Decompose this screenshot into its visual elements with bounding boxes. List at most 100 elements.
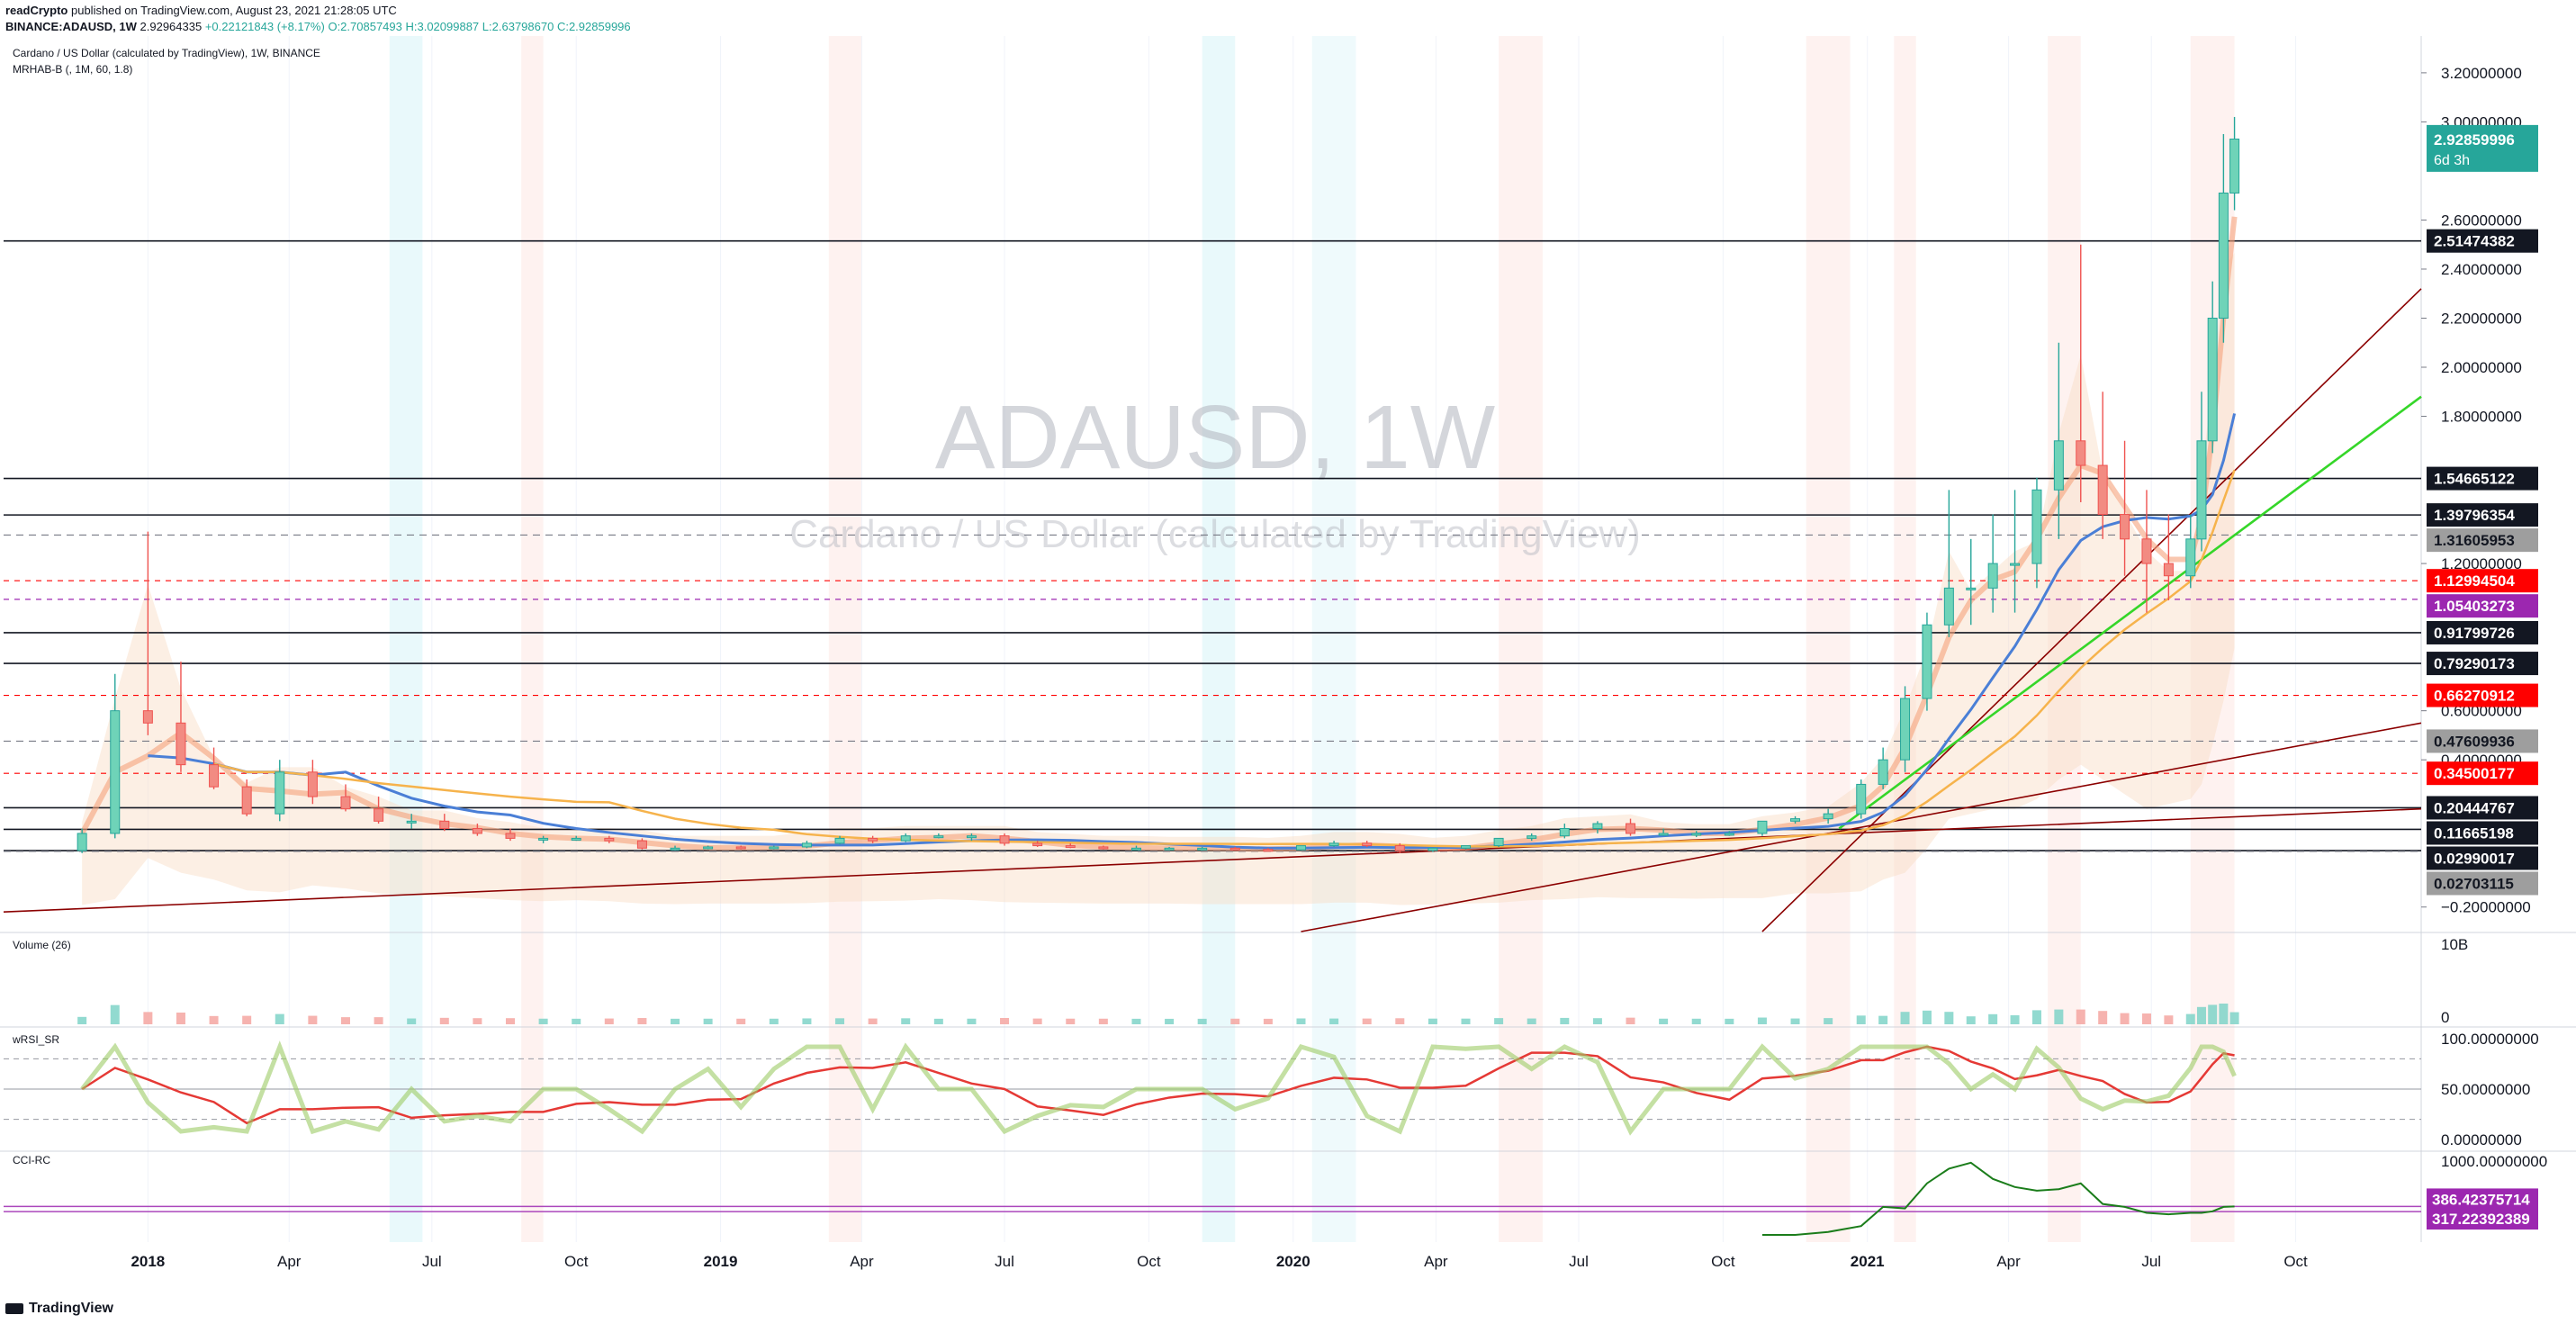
price-level-label: 1.31605953 (2434, 532, 2515, 549)
volume-bar (1197, 1018, 1207, 1024)
volume-bar (209, 1015, 219, 1024)
candle-body (439, 820, 450, 830)
volume-bar (1230, 1018, 1240, 1024)
candle-body (2207, 317, 2218, 442)
candle-body (769, 846, 779, 850)
price-level-label-box (2427, 229, 2538, 253)
candle-body (636, 840, 647, 849)
price-level-label: 0.47609936 (2434, 733, 2515, 750)
volume-bar (242, 1015, 252, 1024)
candle-body (1790, 818, 1801, 822)
candle-body (1900, 698, 1911, 761)
indicator-legend[interactable]: MRHAB-B (, 1M, 60, 1.8) (13, 63, 133, 76)
candle-body (1691, 833, 1702, 836)
price-level-label-box (2427, 683, 2538, 707)
volume-bar (2098, 1011, 2108, 1024)
tradingview-logo[interactable]: TradingView (5, 1301, 113, 1317)
y-tick-label: 1.20000000 (2441, 555, 2522, 572)
price-level-label: 1.39796354 (2434, 507, 2515, 524)
candle-body (1164, 847, 1175, 851)
candle-body (472, 828, 482, 834)
candle-body (505, 833, 516, 839)
candle-body (1987, 563, 1998, 589)
publisher-name[interactable]: readCrypto (5, 4, 68, 17)
candle-body (1724, 833, 1734, 836)
candle-body (538, 837, 549, 841)
candle-body (1065, 845, 1076, 849)
x-tick-label: Apr (1424, 1253, 1448, 1270)
candle-body (307, 771, 318, 797)
volume-bar (933, 1018, 943, 1024)
volume-bar (340, 1017, 350, 1024)
volume-axis-label: 0 (2441, 1009, 2449, 1026)
candle-body (1032, 842, 1043, 847)
candle-body (2218, 192, 2229, 319)
volume-bar (2229, 1012, 2239, 1024)
rsi-legend[interactable]: wRSI_SR (13, 1033, 60, 1046)
price-level-label-box (2427, 503, 2538, 527)
cci-axis-label: 1000.00000000 (2441, 1153, 2547, 1170)
volume-bar (1066, 1018, 1076, 1024)
candle-body (1295, 845, 1306, 851)
x-tick-label: 2018 (131, 1253, 165, 1270)
trend-line (1301, 722, 2422, 932)
candle-body (670, 847, 680, 851)
price-level-label: 1.05403273 (2434, 598, 2515, 615)
session-band (1311, 36, 1356, 1242)
session-band (389, 36, 423, 1242)
candle-body (2076, 440, 2086, 466)
price-level-label: 0.79290173 (2434, 655, 2515, 672)
volume-bar (505, 1018, 515, 1024)
rsi-line (81, 1045, 2235, 1125)
candle-body (2229, 138, 2240, 194)
x-tick-label: Jul (2141, 1253, 2161, 1270)
session-band (1894, 36, 1916, 1242)
tradingview-brand: TradingView (29, 1301, 113, 1316)
price-level-label: 0.02703115 (2434, 875, 2514, 892)
volume-bar (1824, 1018, 1833, 1024)
volume-bar (1659, 1018, 1669, 1024)
ohlc-low: L:2.63798670 (482, 20, 554, 33)
price-level-label-box (2427, 652, 2538, 676)
y-tick-label: 2.20000000 (2441, 310, 2522, 327)
candle-body (1263, 849, 1274, 852)
slow-ma-line (213, 469, 2236, 848)
candle-body (1626, 823, 1636, 834)
candle-body (933, 835, 944, 839)
volume-bar (308, 1015, 318, 1024)
instrument-legend[interactable]: Cardano / US Dollar (calculated by Tradi… (13, 47, 320, 59)
candle-body (1658, 833, 1669, 836)
candle-body (340, 796, 351, 810)
volume-bar (143, 1012, 153, 1024)
volume-bar (901, 1018, 911, 1024)
y-tick-label: 2.40000000 (2441, 261, 2522, 278)
volume-bar (1626, 1017, 1635, 1024)
volume-bar (2010, 1015, 2020, 1024)
volume-bar (2141, 1013, 2151, 1024)
candle-body (1856, 783, 1867, 815)
volume-bar (374, 1017, 383, 1024)
candle-body (1493, 837, 1504, 847)
price-level-label: 0.34500177 (2434, 765, 2515, 782)
candle-body (801, 842, 812, 848)
volume-bar (77, 1016, 87, 1024)
volume-bar (604, 1018, 614, 1024)
volume-bar (1527, 1018, 1536, 1024)
mid-ma-line (148, 413, 2237, 850)
volume-bar (538, 1018, 548, 1024)
volume-legend[interactable]: Volume (26) (13, 939, 71, 951)
x-tick-label: 2021 (1851, 1253, 1885, 1270)
price-level-label-box (2427, 528, 2538, 553)
volume-bar (1592, 1018, 1602, 1024)
candle-body (1823, 813, 1833, 820)
volume-bar (1461, 1018, 1471, 1024)
candle-body (1394, 845, 1405, 851)
cci-legend[interactable]: CCI-RC (13, 1154, 50, 1166)
candle-body (999, 835, 1010, 844)
candle-body (2120, 514, 2130, 540)
volume-bar (1263, 1018, 1273, 1024)
volume-bar (1691, 1018, 1701, 1024)
candle-body (1757, 820, 1768, 834)
volume-bar (703, 1018, 713, 1024)
